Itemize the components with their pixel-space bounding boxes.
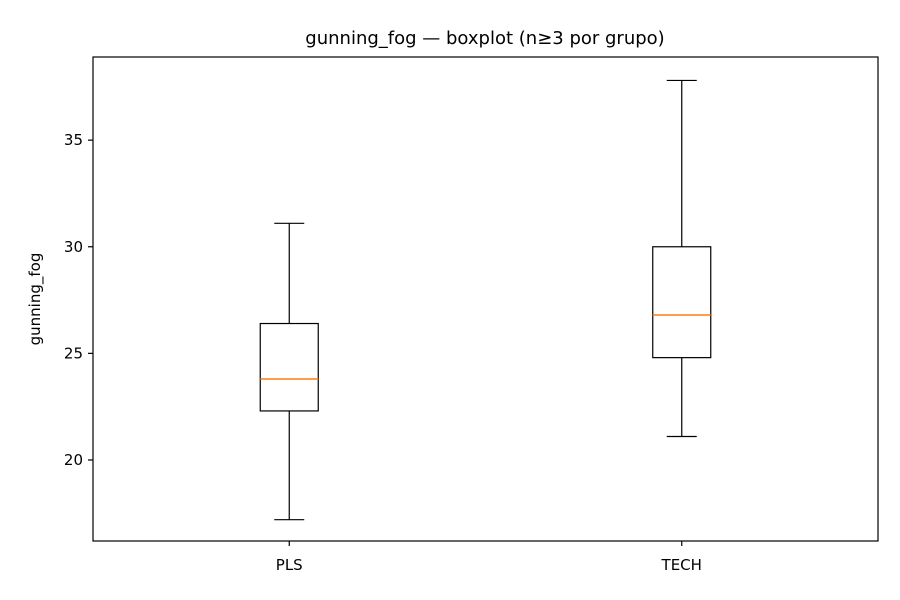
y-tick-label: 35	[64, 131, 83, 149]
box-group	[652, 79, 712, 438]
y-tick-label: 25	[64, 344, 83, 362]
boxes	[259, 79, 712, 521]
y-axis: 20 25 30 35	[64, 131, 93, 469]
box	[652, 246, 712, 359]
plot-frame	[92, 56, 879, 542]
box	[259, 322, 319, 412]
x-tick-label: PLS	[276, 556, 303, 574]
box-group	[259, 222, 319, 521]
y-tick-label: 20	[64, 451, 83, 469]
y-tick-label: 30	[64, 238, 83, 256]
y-axis-label: gunning_fog	[26, 253, 45, 346]
x-tick-label: TECH	[661, 556, 702, 574]
x-axis: PLS TECH	[276, 541, 702, 574]
chart-title: gunning_fog — boxplot (n≥3 por grupo)	[305, 28, 664, 49]
